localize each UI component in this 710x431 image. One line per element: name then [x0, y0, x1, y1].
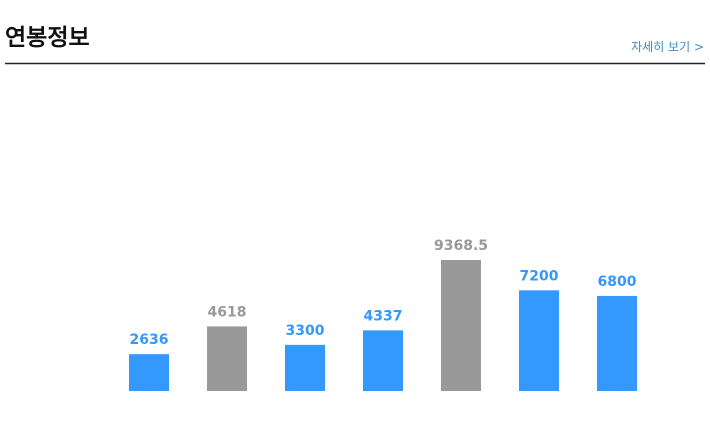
value-label: 7200: [520, 268, 559, 284]
value-label: 9368.5: [434, 238, 488, 254]
value-label: 2636: [130, 332, 169, 348]
value-label: 6800: [598, 274, 637, 290]
bar: [285, 344, 325, 391]
bar: [597, 295, 637, 391]
bar: [519, 290, 559, 391]
more-link[interactable]: 자세히 보기 >: [631, 40, 704, 54]
bar: [441, 260, 481, 391]
bar: [129, 354, 169, 391]
value-label: 4618: [208, 304, 247, 320]
value-label: 4337: [364, 308, 403, 324]
bar: [363, 330, 403, 391]
panel-title: 연봉정보: [5, 25, 90, 51]
bar: [207, 326, 247, 391]
value-label: 3300: [286, 323, 325, 339]
